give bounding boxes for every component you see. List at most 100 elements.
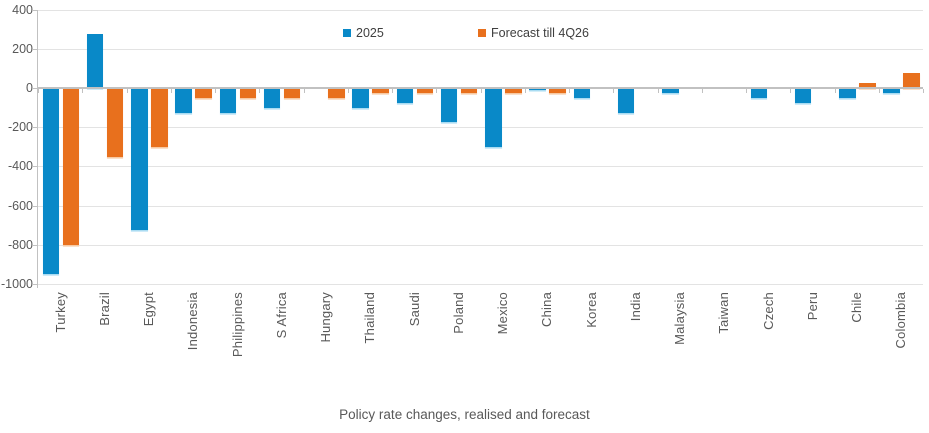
x-axis-tick	[347, 89, 349, 93]
x-axis-tick	[524, 89, 526, 93]
bar-2025-poland	[440, 88, 458, 123]
y-axis-label: -400	[7, 159, 33, 174]
bar-2025-colombia	[883, 88, 900, 93]
x-axis-tick	[303, 89, 305, 93]
y-axis-label: 200	[12, 41, 33, 56]
bar-forecast-till-4q26-hungary	[328, 88, 345, 98]
x-axis-tick	[126, 89, 128, 93]
y-axis-tick	[33, 88, 38, 89]
y-axis-tick	[33, 284, 38, 285]
bar-forecast-till-4q26-egypt	[151, 88, 168, 147]
x-axis-tick	[392, 89, 393, 93]
x-axis-tick	[82, 89, 84, 93]
gridline	[38, 127, 923, 129]
bar-2025-brazil	[86, 34, 104, 88]
x-axis-zero-line	[38, 87, 923, 89]
y-axis-label: -800	[7, 237, 33, 252]
bar-2025-thailand	[352, 88, 369, 108]
bar-2025-indonesia	[175, 88, 192, 113]
x-axis-tick	[701, 89, 703, 93]
bar-forecast-till-4q26-china	[549, 88, 566, 93]
bar-2025-peru	[794, 88, 812, 103]
y-axis-label: 0	[26, 81, 33, 95]
x-axis-label-egypt: Egypt	[141, 292, 157, 327]
bar-2025-india	[617, 88, 635, 113]
bar-forecast-till-4q26-colombia	[903, 73, 920, 88]
legend-item-2025: 2025	[343, 26, 384, 40]
x-axis-tick	[790, 89, 792, 93]
gridline	[38, 9, 923, 11]
y-axis-label: -200	[7, 120, 33, 135]
x-axis-label-mexico: Mexico	[495, 292, 511, 335]
bar-2025-czech	[750, 88, 768, 98]
gridline	[38, 166, 923, 168]
x-axis-tick	[259, 89, 261, 93]
x-axis-label-saudi: Saudi	[406, 292, 422, 327]
bar-2025-saudi	[396, 88, 414, 103]
x-axis-tick	[613, 89, 615, 93]
bar-forecast-till-4q26-philippines	[239, 88, 257, 98]
x-axis-label-philippines: Philippines	[229, 292, 245, 358]
bar-forecast-till-4q26-mexico	[505, 88, 522, 93]
y-axis-tick	[33, 205, 38, 207]
bar-2025-korea	[573, 88, 591, 98]
legend-label-forecast: Forecast till 4Q26	[491, 26, 589, 40]
bar-forecast-till-4q26-turkey	[62, 88, 80, 245]
x-axis-label-hungary: Hungary	[318, 292, 334, 343]
bar-forecast-till-4q26-poland	[460, 88, 478, 93]
x-axis-label-china: China	[539, 292, 555, 327]
y-axis-line	[37, 9, 38, 288]
y-axis-tick	[33, 127, 38, 129]
x-axis-label-poland: Poland	[450, 292, 466, 334]
bar-forecast-till-4q26-saudi	[416, 88, 434, 93]
bar-2025-mexico	[485, 88, 502, 147]
x-axis-label-peru: Peru	[804, 292, 820, 321]
y-axis-tick	[33, 166, 38, 168]
gridline	[38, 284, 923, 285]
y-axis-label: -600	[7, 198, 33, 213]
bar-forecast-till-4q26-brazil	[106, 88, 124, 157]
x-axis-label-turkey: Turkey	[52, 292, 68, 333]
y-axis-tick	[33, 244, 38, 246]
x-axis-tick	[657, 89, 659, 93]
y-axis-tick	[33, 48, 38, 50]
x-axis-tick	[834, 89, 836, 93]
x-axis-label-korea: Korea	[583, 292, 599, 328]
bar-2025-philippines	[219, 88, 237, 113]
x-axis-label-chile: Chile	[849, 292, 865, 323]
bar-2025-egypt	[131, 88, 148, 231]
bar-2025-chile	[839, 88, 856, 98]
x-axis-tick	[38, 89, 39, 93]
legend-swatch-2025	[343, 29, 351, 37]
bar-forecast-till-4q26-thailand	[372, 88, 389, 93]
bar-2025-s-africa	[263, 88, 281, 108]
chart-legend: 2025 Forecast till 4Q26	[0, 26, 929, 40]
x-axis-tick	[480, 89, 482, 93]
x-axis-tick	[923, 89, 924, 93]
gridline	[38, 48, 923, 50]
x-axis-label-taiwan: Taiwan	[716, 292, 732, 334]
x-axis-label-brazil: Brazil	[96, 292, 112, 326]
x-axis-tick	[215, 89, 216, 93]
y-axis-tick	[33, 9, 38, 11]
y-axis-label: 400	[12, 2, 33, 17]
legend-item-forecast: Forecast till 4Q26	[478, 26, 589, 40]
x-axis-tick	[569, 89, 570, 93]
x-axis-tick	[170, 89, 172, 93]
x-axis-label-malaysia: Malaysia	[672, 292, 688, 345]
x-axis-label-colombia: Colombia	[893, 292, 909, 349]
bar-forecast-till-4q26-s-africa	[283, 88, 301, 98]
legend-label-2025: 2025	[356, 26, 384, 40]
x-axis-label-indonesia: Indonesia	[185, 292, 201, 351]
y-axis-label: -1000	[1, 277, 33, 291]
x-axis-label-india: India	[627, 292, 643, 322]
legend-swatch-forecast	[478, 29, 486, 37]
x-axis-tick	[746, 89, 747, 93]
bar-2025-turkey	[42, 88, 60, 275]
x-axis-label-s-africa: S Africa	[273, 292, 289, 339]
bar-forecast-till-4q26-chile	[859, 83, 876, 88]
x-axis-tick	[436, 89, 438, 93]
x-axis-label-thailand: Thailand	[362, 292, 378, 344]
x-axis-tick	[878, 89, 880, 93]
bar-forecast-till-4q26-indonesia	[195, 88, 212, 98]
